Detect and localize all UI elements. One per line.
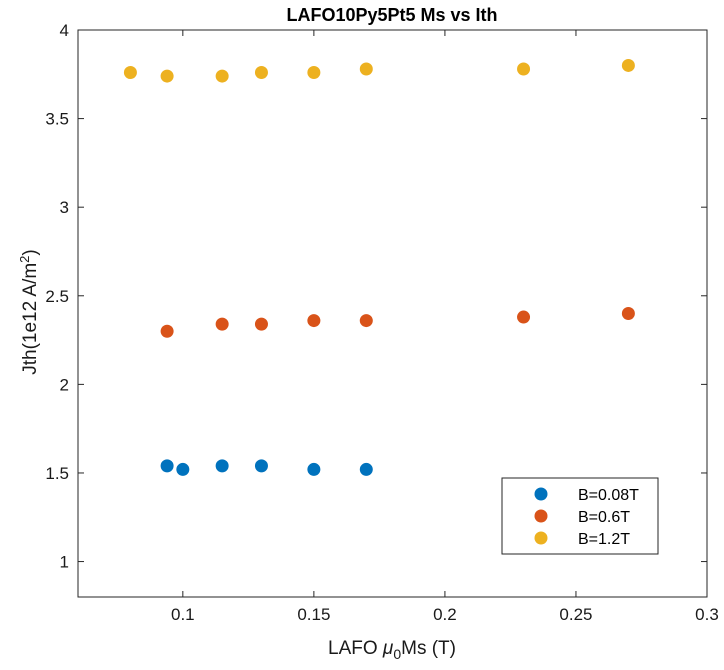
y-tick-label: 3 (60, 198, 69, 217)
data-point (160, 459, 174, 473)
y-tick-label: 4 (60, 21, 69, 40)
legend-label: B=0.6T (578, 509, 630, 526)
data-point (160, 69, 174, 83)
data-point (254, 459, 268, 473)
axis-ticks (78, 29, 708, 597)
data-point (621, 307, 635, 320)
series-B=0.6T (160, 307, 635, 338)
data-point (160, 324, 174, 338)
y-tick-label: 2.5 (45, 287, 69, 306)
axes-box (77, 29, 708, 598)
series-B=0.08T (160, 459, 373, 476)
y-tick-label: 1 (60, 553, 69, 572)
data-point (517, 310, 531, 324)
legend-label: B=1.2T (578, 531, 630, 548)
legend-box (501, 477, 659, 555)
x-axis-label: LAFO μ0Ms (T) (328, 638, 456, 662)
data-point (359, 462, 373, 476)
data-point (123, 66, 137, 80)
chart-title: LAFO10Py5Pt5 Ms vs Ith (286, 5, 497, 25)
y-tick-label: 2 (60, 375, 69, 394)
data-point (215, 69, 229, 83)
data-point (307, 462, 321, 476)
x-tick-label: 0.1 (171, 605, 195, 624)
data-markers (123, 58, 635, 476)
data-point (307, 66, 321, 80)
x-tick-label: 0.3 (695, 605, 719, 624)
legend-marker (534, 531, 548, 545)
data-point (215, 459, 229, 473)
axis-tick-labels: 0.1 0.15 0.2 0.25 0.3 1 1.5 2 2.5 3 3.5 4 (45, 21, 718, 624)
data-point (215, 317, 229, 331)
data-point (359, 314, 373, 328)
series-B=1.2T (123, 58, 635, 83)
data-point (307, 314, 321, 328)
x-tick-label: 0.2 (433, 605, 457, 624)
data-point (254, 317, 268, 331)
y-tick-label: 3.5 (45, 110, 69, 129)
data-point (359, 62, 373, 76)
legend: B=0.08T B=0.6T B=1.2T (501, 477, 659, 555)
legend-label: B=0.08T (578, 487, 639, 504)
legend-marker (534, 509, 548, 523)
data-point (621, 58, 635, 72)
x-tick-label: 0.25 (559, 605, 592, 624)
plot-area (77, 29, 708, 598)
y-tick-label: 1.5 (45, 464, 69, 483)
data-point (176, 462, 190, 476)
y-axis-label: Jth(1e12 A/m2) (17, 249, 41, 375)
x-tick-label: 0.15 (297, 605, 330, 624)
data-point (254, 66, 268, 80)
legend-marker (534, 487, 548, 501)
data-point (517, 62, 531, 76)
